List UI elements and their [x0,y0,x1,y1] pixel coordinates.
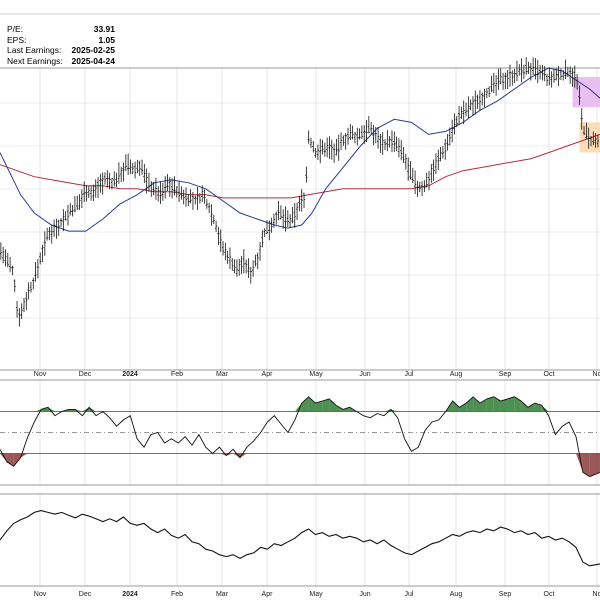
price-x-tick-label: Jun [359,371,370,378]
lower-x-tick-label: Nov [34,591,47,598]
lower-x-tick-label: 2024 [122,591,138,598]
oversold-fill [20,453,28,458]
overbought-fill [329,398,336,412]
overbought-fill [41,407,48,412]
overbought-fill [459,403,467,412]
eps-label: EPS: [7,34,27,45]
oversold-fill [13,453,21,467]
oversold-fill [6,453,14,467]
oversold-fill [582,453,590,477]
overbought-fill [521,401,528,412]
price-x-tick-label: May [309,371,323,378]
lower-x-tick-label: Mar [216,591,229,598]
overbought-fill [82,407,90,412]
next-earnings-value: 2025-04-24 [71,55,115,66]
overbought-fill [336,405,343,412]
lower-x-tick-label: Jul [405,591,414,598]
oscillator-line [0,396,600,478]
highlight-box [579,122,600,153]
lower-x-tick-label: Apr [262,591,274,598]
overbought-fill [486,396,494,412]
highlight-box [572,77,600,108]
oversold-fill [0,453,7,462]
overbought-fill [294,403,302,412]
overbought-fill [342,407,350,412]
overbought-fill [89,407,96,412]
overbought-fill [480,398,487,412]
eps-row: EPS: 1.05 [7,35,115,46]
overbought-fill [308,396,316,412]
next-earnings-row: Next Earnings: 2025-04-24 [7,56,115,67]
last-earnings-row: Last Earnings: 2025-02-25 [7,45,115,56]
price-x-tick-label: Apr [262,371,274,378]
overbought-fill [301,396,309,412]
oversold-fill [589,453,600,477]
overbought-fill [315,401,323,412]
price-x-tick-label: No [593,371,600,378]
price-panel: Nov Dec 2024 Feb Mar Apr May Jun Jul Aug Sep Oct No [0,13,600,378]
price-x-tick-label: Dec [79,371,92,378]
overbought-fill [466,396,474,412]
overbought-fill [493,396,501,412]
ma-slow-line [0,133,600,199]
eps-value: 1.05 [98,34,115,45]
overbought-fill [452,401,460,412]
price-x-tick-label: Oct [544,371,555,378]
lower-indicator-line [0,510,600,567]
price-x-tick-label: Jul [405,371,414,378]
lower-x-tick-label: Feb [171,591,183,598]
price-x-tick-label: Aug [450,371,463,378]
price-x-tick-label: Mar [216,371,229,378]
overbought-fill [541,405,549,412]
overbought-fill [473,396,480,412]
oversold-fill [233,453,240,458]
lower-x-tick-label: Sep [499,591,512,598]
lower-panel: Nov Dec 2024 Feb Mar Apr May Jun Jul Aug Sep Oct No [0,493,600,598]
price-x-tick-label: Sep [499,371,512,378]
overbought-fill [68,409,76,412]
info-box: P/E: 33.91 EPS: 1.05 Last Earnings: 2025… [7,24,115,66]
last-earnings-value: 2025-02-25 [71,45,115,55]
lower-x-tick-label: No [593,591,600,598]
oscillator-panel [0,379,600,486]
overbought-fill [322,398,330,412]
lower-x-tick-label: Dec [79,591,92,598]
pe-label: P/E: [7,24,24,34]
overbought-fill [534,403,542,412]
lower-x-tick-label: Oct [544,591,555,598]
overbought-fill [528,403,535,412]
price-x-tick-label: Feb [171,371,183,378]
pe-row: P/E: 33.91 [7,24,115,35]
lower-x-tick-label: Jun [359,591,370,598]
oversold-fill [576,453,583,473]
last-earnings-label: Last Earnings: [7,45,62,55]
next-earnings-label: Next Earnings: [7,55,63,66]
ma-fast-line [0,67,600,232]
price-x-tick-label: Nov [34,371,47,378]
overbought-fill [34,409,42,412]
lower-x-tick-label: May [309,591,323,598]
pe-value: 33.91 [93,24,115,34]
lower-x-tick-label: Aug [450,591,463,598]
price-x-tick-label: 2024 [122,371,138,378]
overbought-fill [48,407,55,412]
overbought-fill [507,396,515,412]
overbought-fill [500,398,508,412]
